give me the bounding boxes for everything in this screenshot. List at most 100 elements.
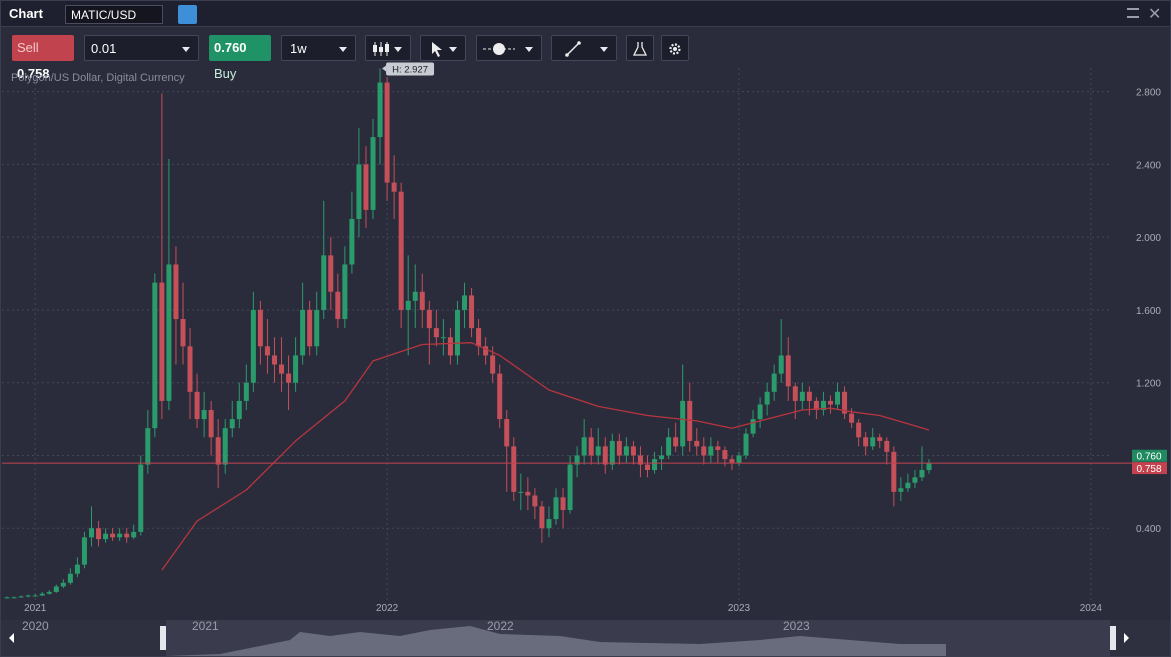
price-tag-label: 0.758 <box>1136 464 1161 475</box>
y-tick-label: 0.400 <box>1136 524 1161 535</box>
candle-body <box>187 346 193 392</box>
candle-body <box>25 595 31 597</box>
interval-select[interactable]: 1w <box>281 35 356 61</box>
candle-body <box>166 264 172 401</box>
candle-body <box>511 446 517 492</box>
candle-body <box>602 446 608 465</box>
candle-body <box>905 482 911 489</box>
candle-body <box>912 477 918 483</box>
candle-body <box>159 282 165 401</box>
candle-body <box>391 182 397 192</box>
menu-icon[interactable] <box>1127 8 1139 18</box>
candle-body <box>236 400 242 420</box>
candle-body <box>581 437 587 456</box>
candle-body <box>426 309 432 329</box>
candle-body <box>504 419 510 447</box>
candle-body <box>18 596 24 598</box>
scroll-right[interactable] <box>1124 633 1129 643</box>
interval: 1w <box>290 41 307 56</box>
close-icon[interactable]: ✕ <box>1148 6 1162 23</box>
moving-average <box>161 342 930 571</box>
window-title: Chart <box>9 6 43 21</box>
candle-body <box>736 455 742 463</box>
indicator-button[interactable] <box>626 35 654 61</box>
candle-body <box>806 391 812 401</box>
sell-price: 0.758 <box>17 66 50 81</box>
candle-body <box>820 400 826 410</box>
candle-body <box>250 309 256 383</box>
candle-body <box>708 446 714 456</box>
candle-body <box>588 437 594 456</box>
buy-label: Buy <box>214 66 237 81</box>
quantity-select[interactable]: 0.01 <box>84 35 199 61</box>
candle-body <box>138 464 144 532</box>
drawing-button[interactable] <box>551 35 617 61</box>
candle-body <box>792 386 798 401</box>
candle-body <box>4 597 10 599</box>
price-tag-label: 0.760 <box>1136 452 1161 463</box>
flask-icon <box>633 42 647 56</box>
hline-icon <box>483 43 515 55</box>
candle-body <box>103 533 109 540</box>
navigator-label: 2022 <box>487 619 514 633</box>
candle-body <box>335 291 341 320</box>
sell-button[interactable]: Sell 0.758 <box>12 35 74 81</box>
navigator-handle[interactable] <box>160 626 166 650</box>
header-bar: Chart MATIC/USD ✕ <box>0 0 1171 27</box>
candle-body <box>412 291 418 301</box>
candle-body <box>919 470 925 478</box>
chart-type-button[interactable] <box>365 35 411 61</box>
cursor-button[interactable] <box>420 35 466 61</box>
y-tick-label: 2.400 <box>1136 160 1161 171</box>
symbol-input[interactable]: MATIC/USD <box>65 5 163 24</box>
candle-body <box>145 428 151 465</box>
candle-body <box>813 400 819 410</box>
candle-body <box>799 391 805 401</box>
scroll-left[interactable] <box>9 633 14 643</box>
candle-body <box>673 437 679 447</box>
candle-body <box>560 497 566 511</box>
buy-button[interactable]: 0.760 Buy <box>209 35 271 81</box>
candle-body <box>574 455 580 465</box>
candle-body <box>856 422 862 438</box>
candle-body <box>201 409 207 420</box>
candle-body <box>173 264 179 320</box>
candle-body <box>877 437 883 441</box>
sell-label: Sell <box>17 40 39 55</box>
y-tick-label: 2.800 <box>1136 88 1161 99</box>
candle-body <box>701 446 707 456</box>
candle-body <box>476 328 482 347</box>
candle-body <box>637 455 643 465</box>
link-icon[interactable] <box>178 5 197 24</box>
candle-body <box>314 309 320 347</box>
candle-body <box>666 437 672 456</box>
candle-body <box>377 82 383 138</box>
candle-body <box>842 391 848 414</box>
navigator-label: 2023 <box>783 619 810 633</box>
candle-body <box>743 433 749 456</box>
candle-body <box>785 355 791 387</box>
candle-body <box>644 464 650 471</box>
candle-body <box>609 440 615 465</box>
candle-body <box>53 586 59 592</box>
candle-body <box>321 255 327 310</box>
candle-body <box>243 382 249 401</box>
candle-body <box>595 446 601 456</box>
candle-body <box>279 364 285 374</box>
navigator-handle[interactable] <box>1110 626 1116 650</box>
candle-body <box>715 446 721 451</box>
candle-body <box>81 537 87 565</box>
settings-button[interactable] <box>661 35 689 61</box>
navigator-label: 2021 <box>192 619 219 633</box>
candle-body <box>293 355 299 383</box>
candle-body <box>870 437 876 447</box>
candle-body <box>46 591 52 594</box>
line-style-button[interactable] <box>476 35 542 61</box>
candle-body <box>131 531 137 538</box>
candle-body <box>124 533 130 538</box>
candle-body <box>835 391 841 405</box>
candle-body <box>849 413 855 423</box>
candle-body <box>630 446 636 456</box>
quantity: 0.01 <box>91 41 117 56</box>
